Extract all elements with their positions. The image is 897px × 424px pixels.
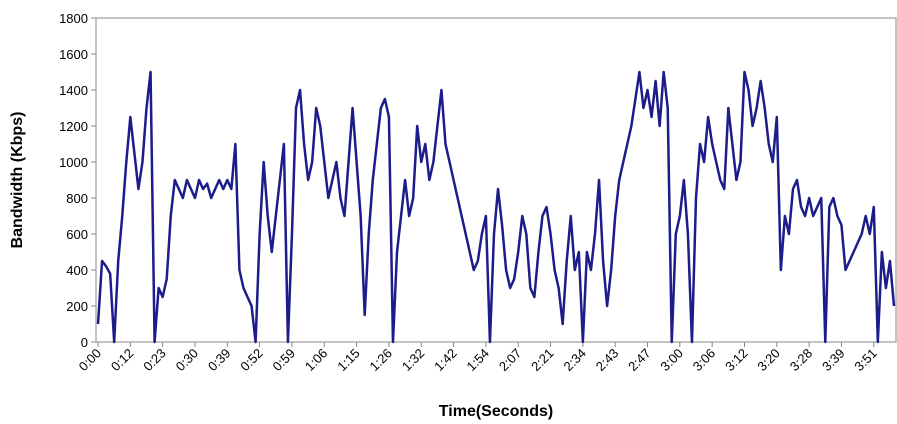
y-tick-label: 1200 [59,119,88,134]
x-tick-label: 3:20 [754,346,783,375]
line-series [96,70,896,344]
x-tick-label: 0:23 [140,346,169,375]
x-tick-label: 0:39 [205,346,234,375]
y-tick-label: 200 [66,299,88,314]
x-tick-label: 0:52 [237,346,266,375]
x-tick-label: 2:47 [625,346,654,375]
x-tick-label: 1:26 [367,346,396,375]
x-tick-label: 0:59 [270,346,299,375]
x-tick-label: 3:06 [690,346,719,375]
x-tick-label: 3:00 [657,346,686,375]
x-tick-label: 2:43 [593,346,622,375]
y-tick-label: 0 [81,335,88,350]
x-tick-label: 3:12 [722,346,751,375]
x-tick-label: 1:15 [334,346,363,375]
x-tick-label: 2:21 [528,346,557,375]
y-tick-label: 600 [66,227,88,242]
x-axis-title: Time(Seconds) [439,403,553,420]
y-axis-title: Bandwidth (Kbps) [9,112,26,249]
x-tick-label: 2:07 [496,346,525,375]
plot-frame [95,17,897,343]
y-tick-label: 1400 [59,83,88,98]
y-tick-label: 1800 [59,11,88,26]
x-tick-label: 1:32 [399,346,428,375]
x-tick-label: 3:28 [787,346,816,375]
x-tick-label: 1:42 [431,346,460,375]
y-tick-label: 1000 [59,155,88,170]
x-tick-label: 3:39 [819,346,848,375]
y-tick-label: 800 [66,191,88,206]
x-tick-label: 1:54 [464,346,493,375]
y-tick-label: 400 [66,263,88,278]
y-tick-label: 1600 [59,47,88,62]
x-tick-label: 0:30 [173,346,202,375]
x-tick-label: 0:12 [108,346,137,375]
x-tick-label: 2:34 [560,346,589,375]
x-tick-label: 3:51 [851,346,880,375]
x-tick-label: 1:06 [302,346,331,375]
